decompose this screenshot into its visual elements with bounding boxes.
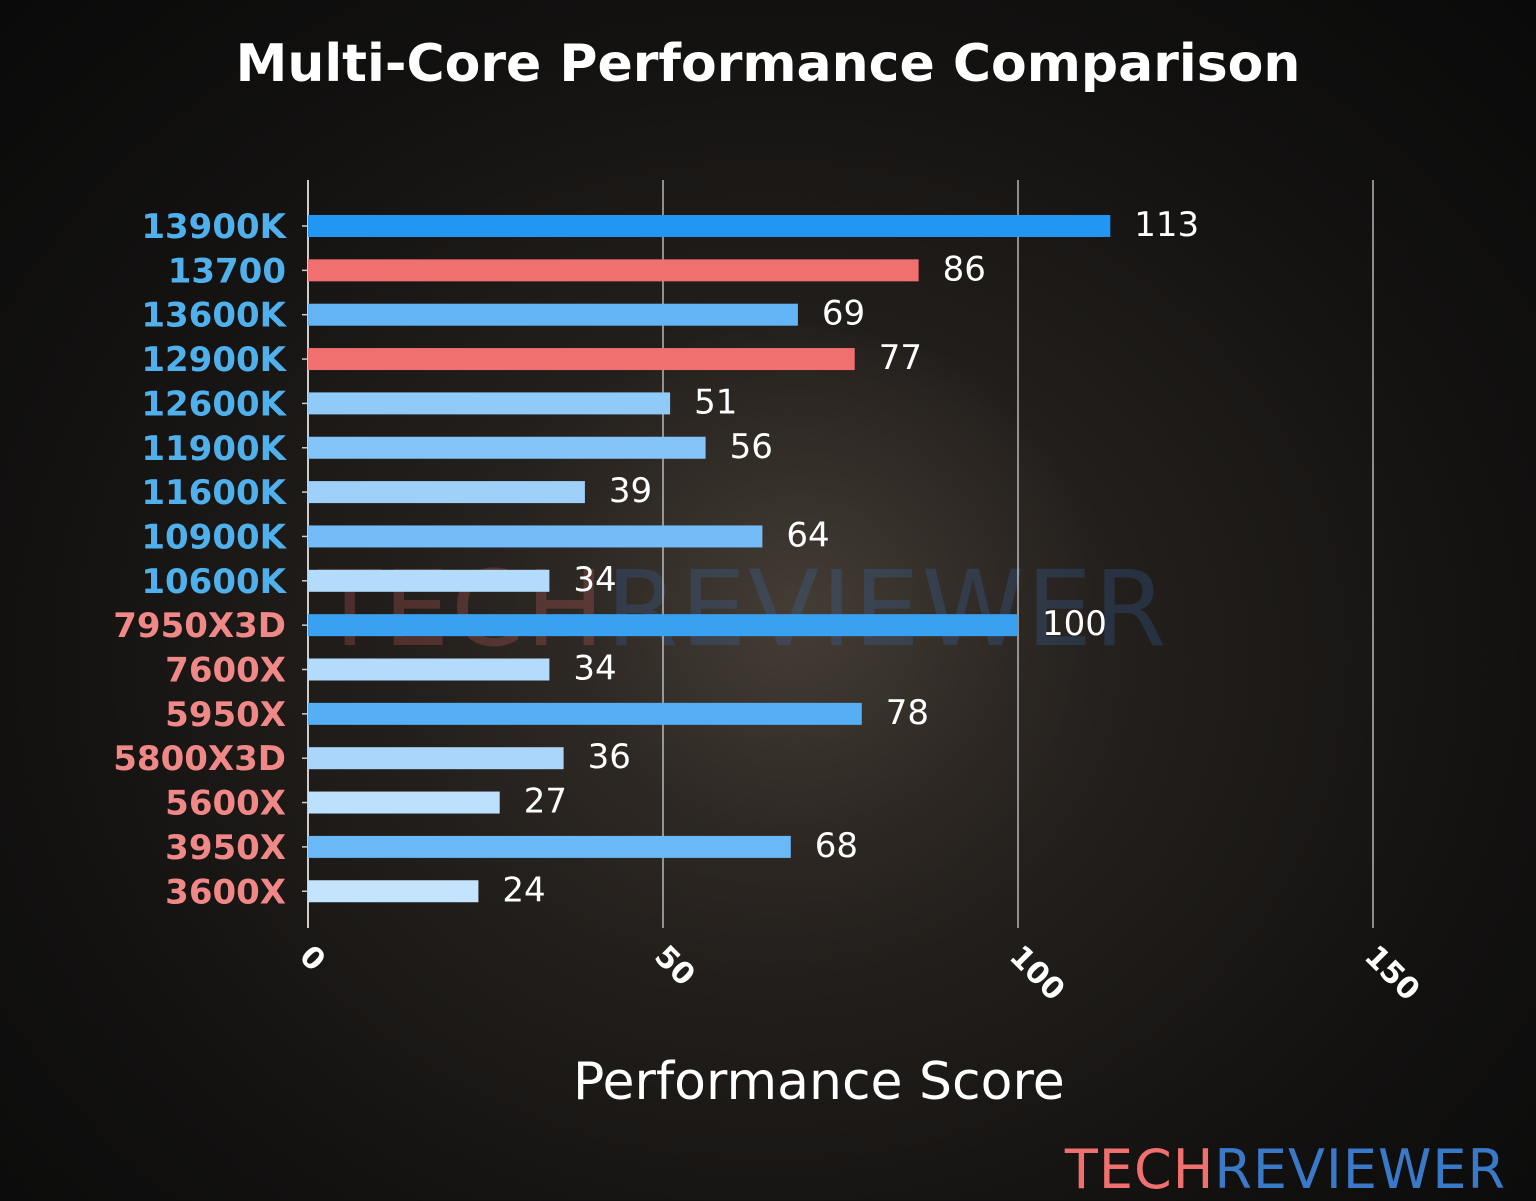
bar [308, 481, 585, 504]
y-tick-label: 7600X [165, 651, 286, 691]
y-tick-label: 10600K [141, 562, 287, 602]
y-tick-label: 12600K [141, 384, 287, 424]
watermark: TECHREVIEWER [318, 548, 1169, 670]
bar [308, 215, 1111, 237]
y-tick-label: 3950X [165, 828, 286, 868]
x-tick-label: 150 [1357, 939, 1426, 1008]
y-tick-label: 11900K [141, 429, 287, 469]
bar [308, 614, 1018, 637]
y-tick-label: 5950X [165, 695, 286, 735]
x-tick-label: 50 [647, 939, 701, 993]
bar [308, 835, 791, 858]
y-tick-label: 13600K [141, 296, 287, 336]
x-tick-label: 0 [292, 939, 332, 979]
data-label: 56 [730, 427, 773, 467]
data-label: 39 [609, 471, 652, 511]
data-label: 51 [694, 382, 737, 422]
logo: TECHREVIEWER [1064, 1138, 1506, 1201]
bar [308, 747, 564, 770]
bar [308, 525, 763, 548]
bar [308, 791, 500, 814]
bar [308, 702, 862, 725]
x-tick-label: 100 [1002, 939, 1071, 1008]
bar [308, 348, 855, 371]
data-label: 77 [879, 338, 922, 378]
data-label: 86 [943, 249, 986, 289]
data-label: 24 [502, 870, 545, 910]
y-tick-label: 10900K [141, 517, 287, 557]
data-label: 36 [588, 737, 631, 777]
data-label: 27 [524, 782, 567, 822]
data-label: 100 [1042, 604, 1107, 644]
y-tick-label: 13700 [168, 251, 286, 291]
y-tick-label: 5600X [165, 784, 286, 824]
bar [308, 658, 550, 681]
bar [308, 259, 919, 282]
y-tick-label: 13900K [141, 207, 287, 247]
data-label: 68 [815, 826, 858, 866]
bar [308, 569, 550, 592]
y-tick-label: 11600K [141, 473, 287, 513]
data-label: 64 [786, 515, 829, 555]
data-label: 34 [573, 649, 616, 689]
y-tick-label: 7950X3D [113, 606, 286, 646]
bar [308, 392, 671, 415]
bar [308, 303, 798, 326]
data-label: 34 [573, 560, 616, 600]
data-label: 69 [822, 294, 865, 334]
data-label: 113 [1134, 205, 1199, 245]
x-axis-label: Performance Score [573, 1052, 1065, 1112]
y-tick-label: 5800X3D [113, 739, 286, 779]
bar [308, 880, 479, 903]
y-tick-label: 3600X [165, 872, 286, 912]
chart-title: Multi-Core Performance Comparison [235, 34, 1301, 94]
y-tick-label: 12900K [141, 340, 287, 380]
data-label: 78 [886, 693, 929, 733]
bar [308, 436, 706, 459]
